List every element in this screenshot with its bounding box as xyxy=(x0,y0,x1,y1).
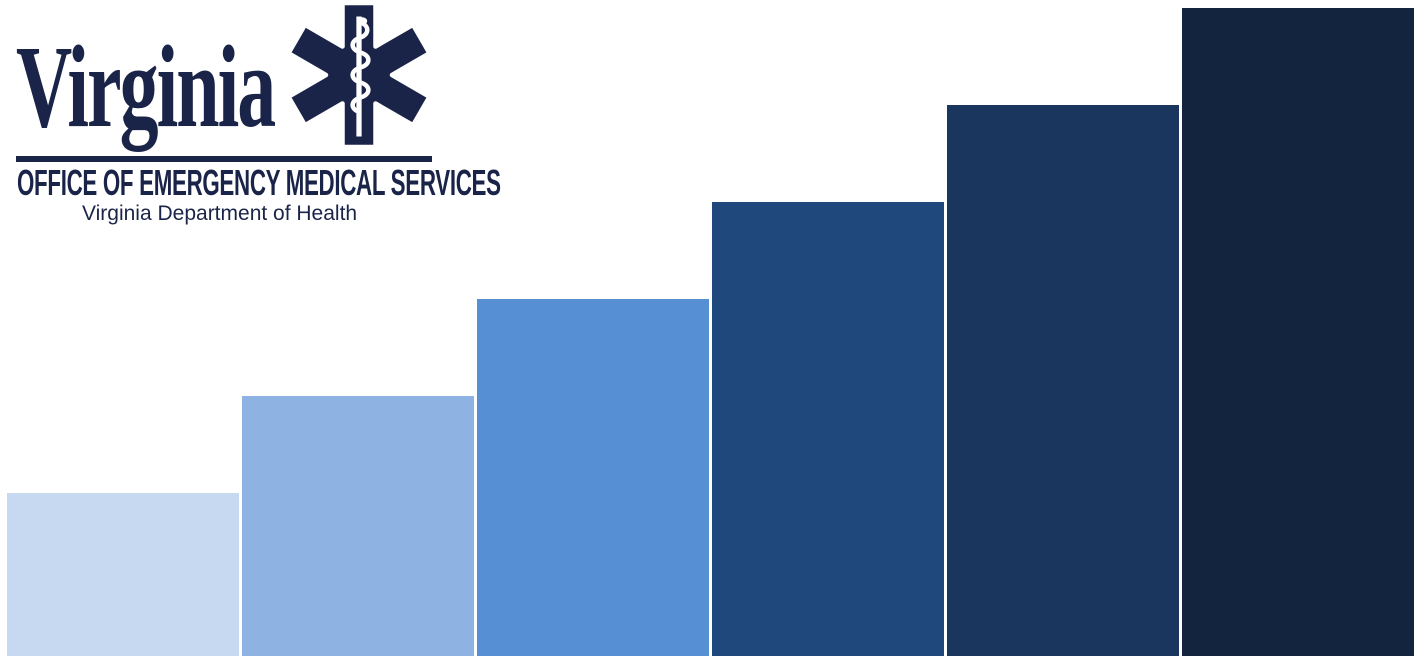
logo-divider xyxy=(16,156,432,162)
logo-office-line: OFFICE OF EMERGENCY MEDICAL SERVICES xyxy=(17,162,501,203)
step-bar-6 xyxy=(1182,8,1414,656)
logo-wordmark: Virginia xyxy=(16,21,276,152)
oems-logo: Virginia OFFICE OF EMERGENCY MEDICAL SER… xyxy=(12,0,501,232)
step-bar-5 xyxy=(947,105,1179,656)
step-bar-1 xyxy=(7,493,239,656)
logo-subtitle: Virginia Department of Health xyxy=(82,202,358,225)
star-of-life-icon xyxy=(286,0,432,150)
step-bar-4 xyxy=(712,202,944,656)
step-bar-2 xyxy=(242,396,474,656)
step-bar-3 xyxy=(477,299,709,656)
